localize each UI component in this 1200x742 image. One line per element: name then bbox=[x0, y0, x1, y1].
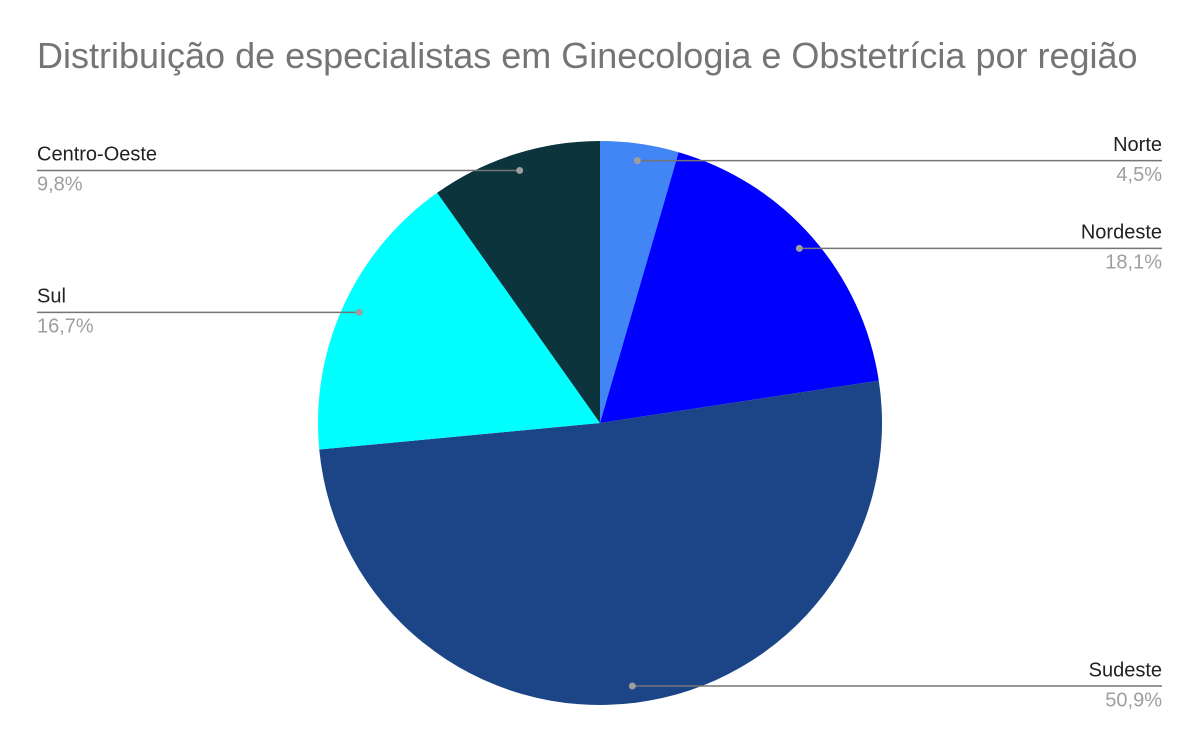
slice-label: Nordeste bbox=[1081, 222, 1162, 244]
leader-dot bbox=[795, 244, 803, 252]
chart-title: Distribuição de especialistas em Ginecol… bbox=[37, 35, 1138, 76]
leader-dot bbox=[633, 157, 641, 165]
slice-label: Centro-Oeste bbox=[37, 144, 157, 166]
leader-dot bbox=[516, 166, 524, 174]
slice-label: Sul bbox=[37, 286, 66, 308]
pie-slice bbox=[317, 192, 600, 450]
slice-value-label: 16,7% bbox=[37, 316, 94, 338]
pie-slice bbox=[437, 141, 600, 423]
slice-value-label: 9,8% bbox=[37, 174, 83, 196]
slice-label: Sudeste bbox=[1089, 659, 1162, 681]
slice-value-label: 50,9% bbox=[1105, 689, 1162, 711]
leader-dot bbox=[628, 682, 636, 690]
slice-value-label: 18,1% bbox=[1105, 252, 1162, 274]
slice-value-label: 4,5% bbox=[1116, 164, 1162, 186]
pie-slice bbox=[600, 141, 679, 423]
pie-slice bbox=[319, 380, 882, 706]
leader-dot bbox=[355, 308, 363, 316]
slice-label: Norte bbox=[1113, 134, 1162, 156]
pie-slice bbox=[600, 152, 879, 423]
